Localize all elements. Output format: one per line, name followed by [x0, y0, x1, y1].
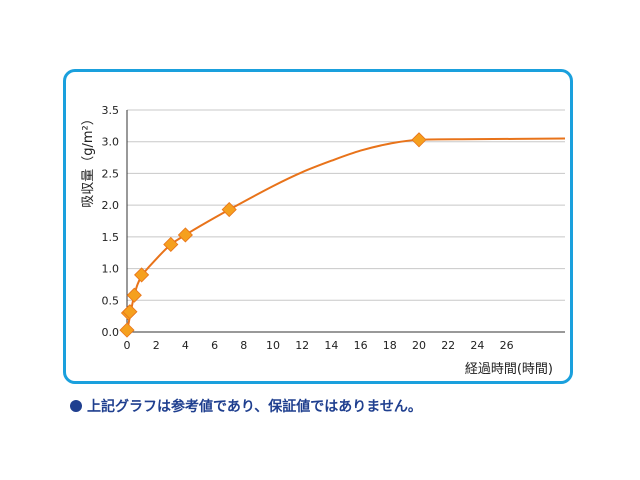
- y-tick-label: 1.5: [102, 231, 120, 244]
- data-point-marker: [177, 227, 193, 243]
- grid-lines: [127, 109, 565, 301]
- axes: [126, 110, 565, 333]
- data-point-marker: [126, 287, 142, 303]
- x-tick-label: 12: [295, 339, 309, 352]
- y-tick-label: 3.5: [102, 104, 120, 117]
- data-point-marker: [119, 322, 135, 338]
- y-tick-labels: 0.0 0.5 1.0 1.5 2.0 2.5 3.0 3.5: [102, 104, 120, 339]
- disclaimer-note: 上記グラフは参考値であり、保証値ではありません。: [70, 396, 422, 416]
- x-tick-label: 2: [153, 339, 160, 352]
- data-point-marker: [163, 236, 179, 253]
- x-tick-label: 18: [383, 339, 397, 352]
- y-tick-label: 2.0: [102, 199, 120, 212]
- x-tick-labels: 0 2 4 6 8 10 12 14 16 18 20 22 24 26: [124, 339, 514, 352]
- disclaimer-text: 上記グラフは参考値であり、保証値ではありません。: [87, 399, 422, 415]
- x-tick-label: 8: [240, 339, 247, 352]
- data-point-marker: [134, 267, 150, 283]
- x-tick-label: 24: [470, 339, 484, 352]
- x-tick-label: 20: [412, 339, 426, 352]
- data-point-marker: [221, 202, 237, 218]
- x-tick-label: 26: [500, 339, 514, 352]
- y-axis-title: 吸収量（g/m²）: [81, 112, 96, 208]
- series-markers: [119, 132, 427, 338]
- y-tick-label: 0.5: [102, 294, 120, 307]
- x-tick-label: 6: [211, 339, 218, 352]
- x-tick-label: 10: [266, 339, 280, 352]
- y-tick-label: 1.0: [102, 263, 120, 276]
- y-tick-label: 0.0: [102, 326, 120, 339]
- series-line: [126, 137, 566, 333]
- x-axis-title: 経過時間(時間): [465, 362, 553, 377]
- bullet-icon: [70, 400, 82, 412]
- data-point-marker: [122, 304, 138, 320]
- x-tick-label: 4: [182, 339, 189, 352]
- x-tick-label: 22: [441, 339, 455, 352]
- x-tick-label: 16: [354, 339, 368, 352]
- x-tick-label: 0: [124, 339, 131, 352]
- x-tick-label: 14: [324, 339, 338, 352]
- y-tick-label: 3.0: [102, 136, 120, 149]
- y-tick-label: 2.5: [102, 167, 120, 180]
- data-point-marker: [411, 132, 427, 148]
